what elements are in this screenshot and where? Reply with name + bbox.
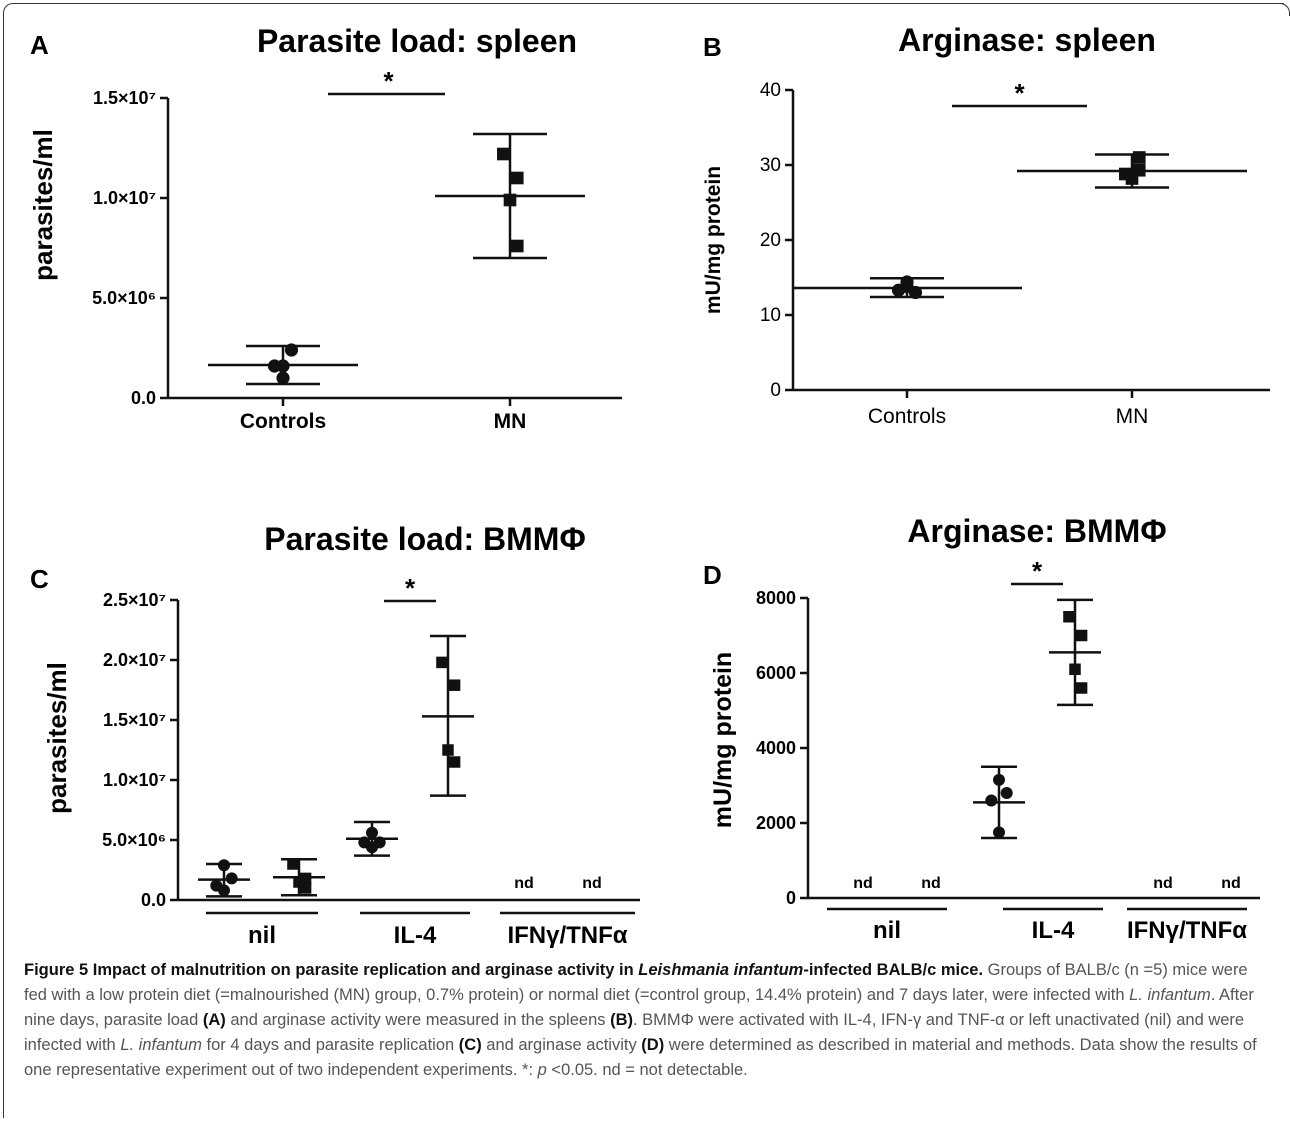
panel-d-title: Arginase: BMMΦ (907, 513, 1166, 549)
data-point-circle (218, 859, 230, 872)
group-label: IFNγ/TNFα (507, 922, 627, 949)
panel-d-letter: D (703, 560, 722, 590)
data-point-square (299, 882, 312, 894)
data-point-square (293, 876, 305, 888)
x-category-label: Controls (868, 405, 946, 428)
data-point-square (448, 756, 461, 768)
y-tick-label: 0.0 (141, 890, 166, 910)
data-point-circle (985, 794, 998, 807)
y-tick-label: 1.0×10⁷ (93, 188, 156, 208)
group-label: nil (873, 917, 901, 944)
panel-b-title: Arginase: spleen (898, 22, 1156, 58)
data-point-circle (366, 826, 378, 839)
y-tick-label: 6000 (756, 663, 796, 683)
y-tick-label: 2.0×10⁷ (103, 650, 166, 670)
x-category-label: Controls (240, 410, 326, 433)
data-point-circle (993, 773, 1005, 786)
significance-star: * (405, 573, 416, 603)
x-category-label: MN (494, 410, 527, 433)
panel-a-title: Parasite load: spleen (257, 23, 577, 59)
y-tick-label: 0 (770, 380, 781, 401)
figure-border (3, 3, 1284, 1118)
data-point-circle (225, 872, 238, 885)
figure-caption: Figure 5 Impact of malnutrition on paras… (24, 961, 1257, 1079)
y-tick-label: 0 (786, 888, 796, 908)
y-tick-label: 20 (760, 230, 781, 251)
data-point-square (1075, 682, 1088, 694)
data-point-square (1075, 629, 1088, 642)
nd-label: nd (921, 875, 941, 892)
panel-c-y-label: parasites/ml (42, 662, 72, 814)
panel-b-y-label: mU/mg protein (702, 166, 725, 314)
y-tick-label: 1.5×10⁷ (93, 88, 156, 108)
panel-a-letter: A (30, 30, 49, 60)
x-category-label: MN (1116, 405, 1149, 428)
panel-d-y-label: mU/mg protein (709, 652, 737, 828)
panel-a-y-label: parasites/ml (28, 129, 58, 281)
data-point-circle (891, 283, 906, 297)
y-tick-label: 1.0×10⁷ (103, 770, 166, 790)
data-point-circle (276, 371, 290, 385)
panel-d-chart: D Arginase: BMMΦ mU/mg protein 0 2000 4000… (703, 513, 1260, 944)
data-point-circle (1000, 787, 1013, 799)
data-point-circle (284, 343, 299, 357)
data-point-square (287, 858, 299, 870)
data-point-square (1063, 611, 1075, 623)
y-tick-label: 8000 (756, 588, 796, 608)
group-label: nil (248, 922, 276, 949)
nd-label: nd (582, 875, 602, 892)
data-point-square (503, 193, 517, 207)
y-tick-label: 2.5×10⁷ (103, 590, 166, 610)
group-label: IL-4 (394, 922, 437, 949)
nd-label: nd (514, 875, 534, 892)
data-point-square (510, 171, 524, 185)
data-point-square (1132, 163, 1146, 177)
y-tick-label: 40 (760, 80, 781, 101)
significance-star: * (383, 66, 394, 96)
data-point-square (448, 679, 461, 691)
caption-figure-label: Figure 5 Impact of malnutrition on paras… (24, 961, 984, 979)
panel-c-title: Parasite load: BMMΦ (264, 521, 585, 557)
panel-b-chart: B Arginase: spleen mU/mg protein 0 10 20 30… (702, 22, 1270, 428)
panel-c-letter: C (30, 564, 49, 594)
data-point-circle (900, 275, 914, 289)
data-point-square (1132, 151, 1146, 164)
nd-label: nd (1221, 875, 1241, 892)
y-tick-label: 4000 (756, 738, 796, 758)
data-point-square (1069, 663, 1081, 675)
data-point-circle (908, 285, 923, 300)
panel-a-chart: A Parasite load: spleen parasites/ml 0.0… (28, 23, 622, 433)
significance-star: * (1032, 556, 1043, 586)
data-point-circle (993, 826, 1005, 839)
y-tick-label: 0.0 (131, 388, 156, 408)
data-point-circle (267, 359, 282, 373)
data-point-square (442, 744, 454, 756)
nd-label: nd (1153, 875, 1173, 892)
group-label: IL-4 (1032, 917, 1075, 944)
y-tick-label: 5.0×10⁶ (92, 288, 156, 308)
panel-b-letter: B (703, 32, 722, 62)
y-tick-label: 1.5×10⁷ (103, 710, 166, 730)
nd-label: nd (853, 875, 873, 892)
data-point-square (299, 872, 312, 885)
y-tick-label: 5.0×10⁶ (102, 830, 166, 850)
y-tick-label: 2000 (756, 813, 796, 833)
significance-star: * (1014, 78, 1025, 108)
data-point-circle (218, 884, 230, 897)
group-label: IFNγ/TNFα (1127, 917, 1247, 944)
data-point-square (497, 147, 510, 161)
data-point-circle (366, 841, 378, 854)
y-tick-label: 10 (760, 305, 781, 326)
panel-c-chart: C Parasite load: BMMΦ parasites/ml 0.0 5.… (30, 521, 640, 949)
y-tick-label: 30 (760, 155, 781, 176)
data-point-square (510, 239, 524, 253)
data-point-square (436, 656, 448, 669)
